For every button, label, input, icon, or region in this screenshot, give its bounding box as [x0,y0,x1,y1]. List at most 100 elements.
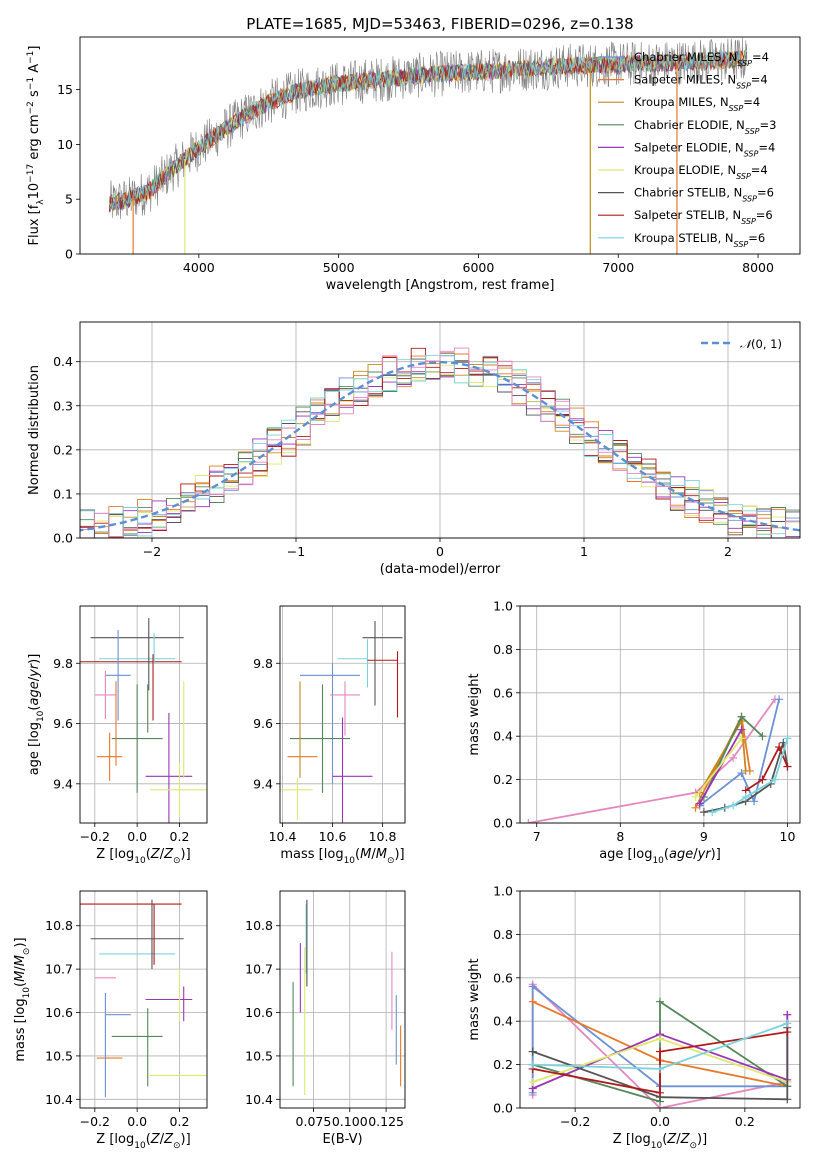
panel-mass_vs_Z: −0.2 0.0 0.2 10.4 10.5 10.6 10.7 10.8 Z [log10(Z… [13,890,208,1151]
marker-plus [775,695,784,704]
x-tick-label: 10.4 [269,829,297,844]
x-tick-label: 10.8 [369,829,397,844]
y-tick-label: 0.8 [493,642,513,657]
marker-plus [783,1095,792,1104]
y-tick-label: 10.4 [45,1092,73,1107]
marker-plus [695,799,704,808]
series-line-kroupa-stelib [711,738,789,813]
x-tick-label: 0.2 [170,829,190,844]
x-axis-label: Z [log10(Z/Z⊙)] [96,1132,190,1151]
figure-title: PLATE=1685, MJD=53463, FIBERID=0296, z=0… [246,15,633,33]
x-tick-label: 10.6 [319,829,347,844]
marker-plus [528,982,537,991]
y-axis-label: mass weight [467,958,482,1040]
marker-plus [770,775,779,784]
legend-label-gaussian: 𝒩(0, 1) [740,337,782,351]
panel-mass_weight_vs_age: 7 8 9 10 0.0 0.2 0.4 0.6 0.8 1.0 age [log10(age/yr… [467,599,801,866]
marker-plus [708,808,717,817]
histogram-pink [80,347,800,538]
marker-plus [656,997,664,1006]
model-line-kroupa-stelib [109,51,748,210]
marker-plus [750,797,759,806]
y-tick-label: 9.6 [53,716,73,731]
plot-area-mass_vs_Z [80,899,207,1098]
x-tick-label: 8 [616,829,624,844]
axes-frame [279,605,406,824]
y-tick-label: 9.4 [53,776,73,791]
y-tick-label: 1.0 [493,884,513,899]
x-tick-label: 5000 [323,260,355,275]
plot-area-age_vs_Z [80,618,207,823]
marker-plus [737,769,746,778]
legend-label: Salpeter STELIB, NSSP=6 [634,208,773,226]
panel-age_vs_Z: −0.2 0.0 0.2 9.4 9.6 9.8 Z [log10(Z/Z⊙)] age [l… [27,605,208,866]
y-tick-label: 9.6 [253,716,273,731]
x-tick-label: 7 [533,829,541,844]
panel-mass_vs_ebv: 0.075 0.100 0.125 10.4 10.5 10.6 10.7 10.8 E(B-V… [245,890,406,1147]
marker-plus [775,743,784,752]
x-tick-label: 0.0 [650,1114,670,1129]
x-axis-label: wavelength [Angstrom, rest frame] [326,278,555,293]
marker-plus [528,1060,537,1069]
x-tick-label: 8000 [742,260,774,275]
y-tick-label: 0.2 [493,1057,513,1072]
x-tick-label: 0.075 [296,1114,332,1129]
y-tick-label: 10.8 [245,918,273,933]
y-axis-label: age [log10(age/yr)] [27,654,46,776]
y-axis-label: Flux [fλ10−17 erg cm−2 s−1 A−1] [26,46,46,246]
marker-plus [758,775,767,784]
plot-area-spectrum [109,37,748,254]
y-tick-label: 10 [57,137,73,152]
y-tick-label: 0.6 [493,970,513,985]
marker-plus [729,753,738,762]
x-tick-label: −2 [143,544,161,559]
x-tick-label: 10 [780,829,796,844]
x-axis-label: Z [log10(Z/Z⊙)] [96,847,190,866]
marker-plus [656,1047,664,1056]
y-tick-label: 10.7 [245,962,273,977]
marker-plus [783,1019,792,1028]
y-tick-label: 0.0 [493,1101,513,1116]
x-tick-label: 6000 [463,260,495,275]
y-tick-label: 0.0 [53,531,73,546]
x-tick-label: 7000 [602,260,634,275]
y-tick-label: 0.2 [493,772,513,787]
y-axis-label: Normed distribution [27,365,42,495]
marker-plus [783,1010,792,1019]
marker-plus [656,1088,664,1097]
x-tick-label: 9 [700,829,708,844]
spectrum-legend: Chabrier MILES, NSSP=4 Salpeter MILES, NS… [598,50,776,248]
marker-plus [783,734,792,743]
legend-label: Salpeter ELODIE, NSSP=4 [634,140,775,158]
axes-frame [279,890,406,1109]
x-tick-label: 4000 [183,260,215,275]
x-tick-label: 0.0 [127,829,147,844]
plot-area-residuals [80,347,800,538]
marker-plus [737,734,746,743]
marker-plus [528,997,537,1006]
y-tick-label: 0.2 [53,442,73,457]
y-tick-label: 10.6 [245,1005,273,1020]
x-tick-label: −1 [287,544,305,559]
x-tick-label: 2 [724,544,732,559]
x-axis-label: Z [log10(Z/Z⊙)] [613,1132,707,1151]
marker-plus [691,803,700,812]
series-line-chabrier-miles [699,699,780,807]
y-tick-label: 9.8 [53,656,73,671]
y-tick-label: 0.0 [493,816,513,831]
y-tick-label: 0.6 [493,685,513,700]
marker-plus [783,1028,792,1037]
axes-frame [79,321,801,539]
marker-plus [691,792,700,801]
y-tick-label: 10.4 [245,1092,273,1107]
axes-frame [79,890,208,1109]
legend-label: Salpeter MILES, NSSP=4 [634,73,768,91]
series-line-kroupa-elodie [694,737,743,798]
x-tick-label: −0.2 [80,1114,110,1129]
y-tick-label: 10.5 [45,1048,73,1063]
legend-label: Chabrier STELIB, NSSP=6 [634,186,774,204]
y-tick-label: 0 [65,247,73,262]
y-tick-label: 0.4 [53,354,73,369]
x-tick-label: 1 [580,544,588,559]
